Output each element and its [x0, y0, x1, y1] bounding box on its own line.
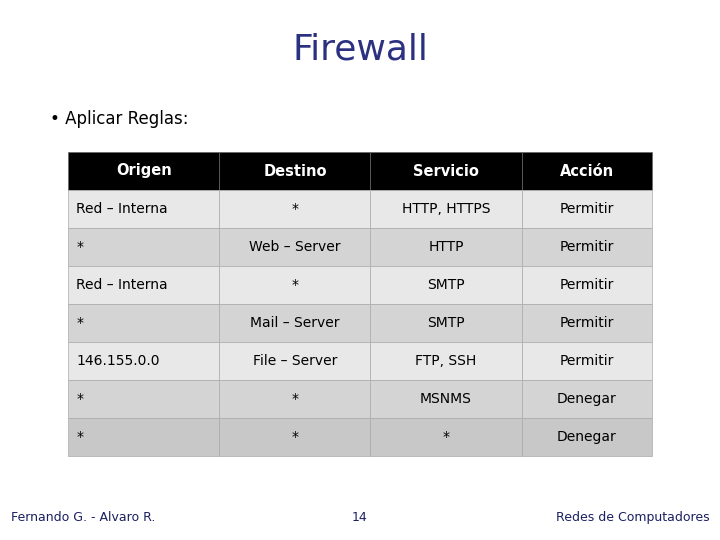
Bar	[220, 418, 371, 456]
Text: SMTP: SMTP	[427, 278, 465, 292]
Bar	[68, 304, 220, 342]
Bar	[371, 380, 521, 418]
Text: Permitir: Permitir	[559, 202, 613, 216]
Bar	[371, 418, 521, 456]
Text: Mail – Server: Mail – Server	[251, 316, 340, 330]
Bar	[521, 190, 652, 228]
Bar	[521, 342, 652, 380]
Text: • Aplicar Reglas:: • Aplicar Reglas:	[50, 110, 189, 128]
Text: *: *	[443, 430, 449, 444]
Bar	[371, 304, 521, 342]
Text: IIC 2512: IIC 2512	[11, 4, 78, 18]
Text: *: *	[76, 240, 84, 254]
Bar	[371, 342, 521, 380]
Bar	[521, 380, 652, 418]
Bar	[521, 418, 652, 456]
Bar	[68, 266, 220, 304]
Text: DCC-PUC: DCC-PUC	[651, 4, 709, 18]
Text: Destino: Destino	[264, 164, 327, 179]
Text: Origen: Origen	[116, 164, 172, 179]
Text: Denegar: Denegar	[557, 430, 616, 444]
Text: Permitir: Permitir	[559, 316, 613, 330]
Text: Permitir: Permitir	[559, 354, 613, 368]
Bar	[220, 152, 371, 190]
Text: Red – Interna: Red – Interna	[76, 278, 168, 292]
Text: Permitir: Permitir	[559, 240, 613, 254]
Bar	[68, 228, 220, 266]
Bar	[68, 342, 220, 380]
Text: MSNMS: MSNMS	[420, 392, 472, 406]
Bar	[68, 190, 220, 228]
Text: Permitir: Permitir	[559, 278, 613, 292]
Text: Redes de Computadores: Redes de Computadores	[556, 511, 709, 524]
Bar	[371, 228, 521, 266]
Text: *: *	[76, 430, 84, 444]
Bar	[521, 266, 652, 304]
Text: *: *	[292, 392, 299, 406]
Text: Denegar: Denegar	[557, 392, 616, 406]
Text: Firewall: Firewall	[292, 32, 428, 66]
Text: Servicio: Servicio	[413, 164, 479, 179]
Text: HTTP: HTTP	[428, 240, 464, 254]
Text: FTP, SSH: FTP, SSH	[415, 354, 477, 368]
Text: *: *	[76, 316, 84, 330]
Bar	[521, 228, 652, 266]
Text: SMTP: SMTP	[427, 316, 465, 330]
Bar	[68, 418, 220, 456]
Bar	[220, 228, 371, 266]
Text: Acción: Acción	[559, 164, 613, 179]
Bar	[220, 190, 371, 228]
Bar	[220, 266, 371, 304]
Text: HTTP, HTTPS: HTTP, HTTPS	[402, 202, 490, 216]
Bar	[371, 190, 521, 228]
Text: *: *	[292, 278, 299, 292]
Bar	[371, 152, 521, 190]
Text: *: *	[292, 430, 299, 444]
Text: *: *	[76, 392, 84, 406]
Bar	[521, 152, 652, 190]
Text: *: *	[292, 202, 299, 216]
Bar	[521, 304, 652, 342]
Bar	[68, 380, 220, 418]
Bar	[371, 266, 521, 304]
Text: 146.155.0.0: 146.155.0.0	[76, 354, 160, 368]
Text: Red – Interna: Red – Interna	[76, 202, 168, 216]
Text: Web – Server: Web – Server	[249, 240, 341, 254]
Bar	[220, 342, 371, 380]
Bar	[220, 304, 371, 342]
Text: File – Server: File – Server	[253, 354, 337, 368]
Text: 14: 14	[352, 511, 368, 524]
Bar	[220, 380, 371, 418]
Bar	[68, 152, 220, 190]
Text: Fernando G. - Alvaro R.: Fernando G. - Alvaro R.	[11, 511, 156, 524]
